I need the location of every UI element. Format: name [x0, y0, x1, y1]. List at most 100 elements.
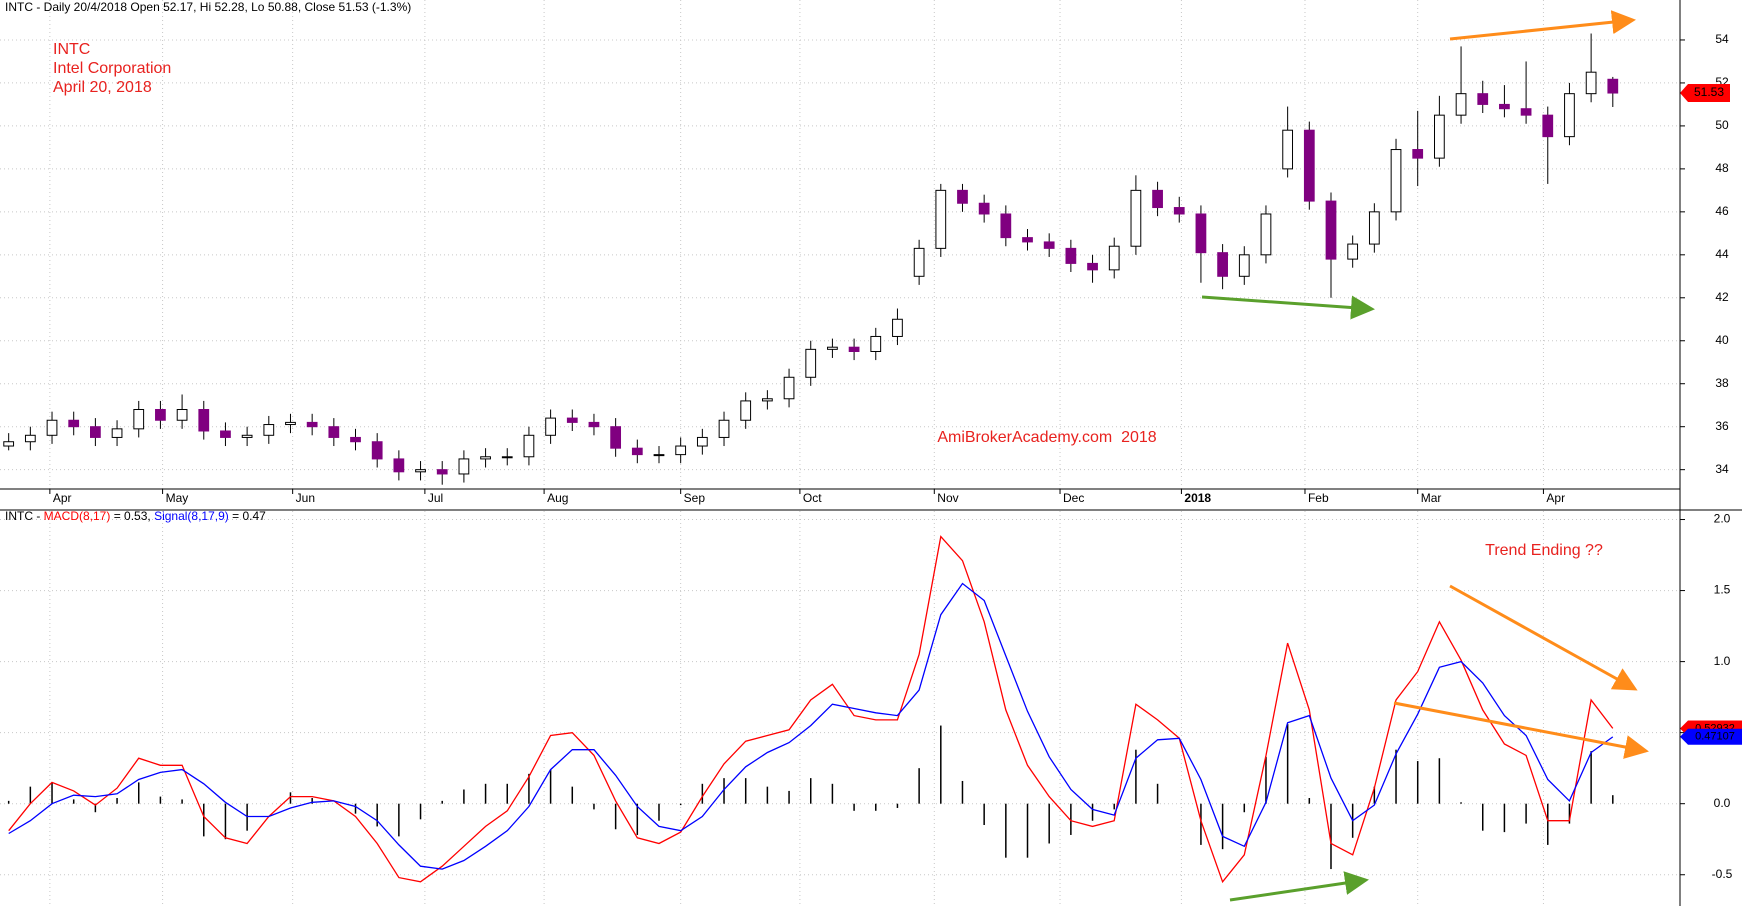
candle-body — [415, 469, 426, 473]
candle-body — [740, 400, 752, 421]
candle-body — [588, 421, 600, 428]
candle-body — [3, 441, 15, 447]
last-value-label: 0.47107 — [1695, 731, 1735, 743]
y-tick-label: 2.0 — [1714, 512, 1731, 526]
macd-header: INTC - MACD(8,17) = 0.53, Signal(8,17,9)… — [5, 509, 266, 523]
candle-body — [24, 434, 36, 443]
y-tick-label: 54 — [1715, 32, 1729, 46]
candle-body — [653, 454, 665, 457]
candle-body — [1087, 262, 1098, 271]
x-tick-label: Mar — [1421, 491, 1442, 505]
candle-body — [241, 434, 253, 438]
price-header: INTC - Daily 20/4/2018 Open 52.17, Hi 52… — [5, 0, 411, 14]
watermark: AmiBrokerAcademy.com 2018 — [937, 429, 1156, 446]
x-tick-label: Apr — [53, 491, 72, 505]
candle-body — [480, 456, 491, 460]
candle-body — [1607, 78, 1619, 94]
x-tick-label: May — [166, 491, 189, 505]
x-tick-label: Feb — [1308, 491, 1329, 505]
macd-line — [8, 582, 1614, 870]
candle-body — [913, 247, 925, 277]
candle-body — [848, 346, 860, 352]
candle-body — [631, 447, 643, 456]
candle-body — [545, 417, 556, 436]
candle-body — [1260, 213, 1272, 256]
candle-body — [263, 424, 275, 436]
candle-body — [436, 469, 448, 475]
candle-body — [1065, 247, 1077, 264]
candle-body — [978, 202, 990, 215]
candle-body — [1130, 189, 1142, 247]
symbol: INTC — [53, 41, 90, 58]
candle-body — [458, 458, 470, 475]
candle-body — [176, 409, 188, 421]
y-tick-label: 34 — [1715, 462, 1729, 476]
candle-body — [762, 398, 773, 402]
x-tick-label: Apr — [1546, 491, 1565, 505]
candle-body — [1455, 93, 1467, 116]
candle-body — [1434, 114, 1445, 159]
candle-body — [1347, 243, 1359, 260]
candle-body — [675, 445, 687, 456]
candle-body — [1585, 71, 1597, 95]
y-tick-label: -0.5 — [1712, 867, 1733, 881]
candle-body — [827, 346, 838, 350]
y-tick-label: 40 — [1715, 333, 1729, 347]
candle-body — [1195, 213, 1207, 254]
candle-body — [1238, 254, 1250, 277]
candle-body — [220, 430, 231, 438]
header-part: MACD(8,17) — [44, 509, 111, 523]
candle-body — [1499, 103, 1510, 110]
candle-body — [350, 436, 361, 443]
header-part: = 0.47 — [229, 509, 266, 523]
arrow — [1229, 871, 1369, 902]
macd-line — [8, 535, 1614, 884]
candle-body — [892, 318, 903, 337]
candle-body — [1520, 108, 1532, 116]
y-tick-label: 1.5 — [1714, 583, 1731, 597]
y-tick-label: 46 — [1715, 204, 1729, 218]
candle-body — [501, 456, 513, 459]
candle-body — [90, 426, 101, 438]
arrow — [1449, 584, 1638, 691]
candle-body — [1390, 149, 1402, 213]
x-tick-label: Dec — [1063, 491, 1084, 505]
candle-body — [1217, 252, 1228, 277]
candle-body — [870, 335, 882, 352]
y-tick-label: 1.0 — [1714, 654, 1731, 668]
candle-body — [198, 409, 210, 432]
candle-body — [1542, 114, 1554, 138]
x-tick-label: Oct — [803, 491, 822, 505]
x-tick-label: Aug — [547, 491, 568, 505]
candle-body — [1303, 129, 1315, 202]
candle-body — [371, 441, 383, 460]
candle-body — [566, 417, 578, 423]
candle-body — [783, 376, 795, 400]
arrow — [1393, 701, 1649, 759]
candle-body — [328, 426, 340, 438]
header-part: INTC - — [5, 509, 44, 523]
candle-body — [111, 428, 123, 438]
candle-body — [46, 419, 58, 436]
candle-body — [133, 409, 145, 430]
candle-body — [935, 189, 947, 249]
candle-body — [1282, 129, 1294, 170]
candle-body — [1412, 149, 1424, 159]
candle-body — [1152, 189, 1163, 209]
marks: Apr May Jun Jul Aug Sep Oct Nov Dec 2018 Feb Mar Apr… — [3, 33, 1742, 884]
y-tick-label: 50 — [1715, 118, 1729, 132]
date: April 20, 2018 — [53, 79, 152, 96]
candle-body — [393, 458, 405, 473]
candle-body — [957, 189, 968, 204]
candle-body — [1368, 211, 1380, 245]
x-tick-label: Jul — [428, 491, 443, 505]
arrow — [1449, 10, 1636, 41]
candle-body — [1564, 93, 1575, 138]
candle-body — [1325, 200, 1337, 260]
candle-body — [1000, 213, 1012, 239]
candle-body — [1043, 241, 1055, 249]
y-tick-label: 42 — [1715, 290, 1729, 304]
arrow — [1201, 295, 1375, 320]
y-tick-label: 44 — [1715, 247, 1729, 261]
y-tick-label: 36 — [1715, 419, 1729, 433]
